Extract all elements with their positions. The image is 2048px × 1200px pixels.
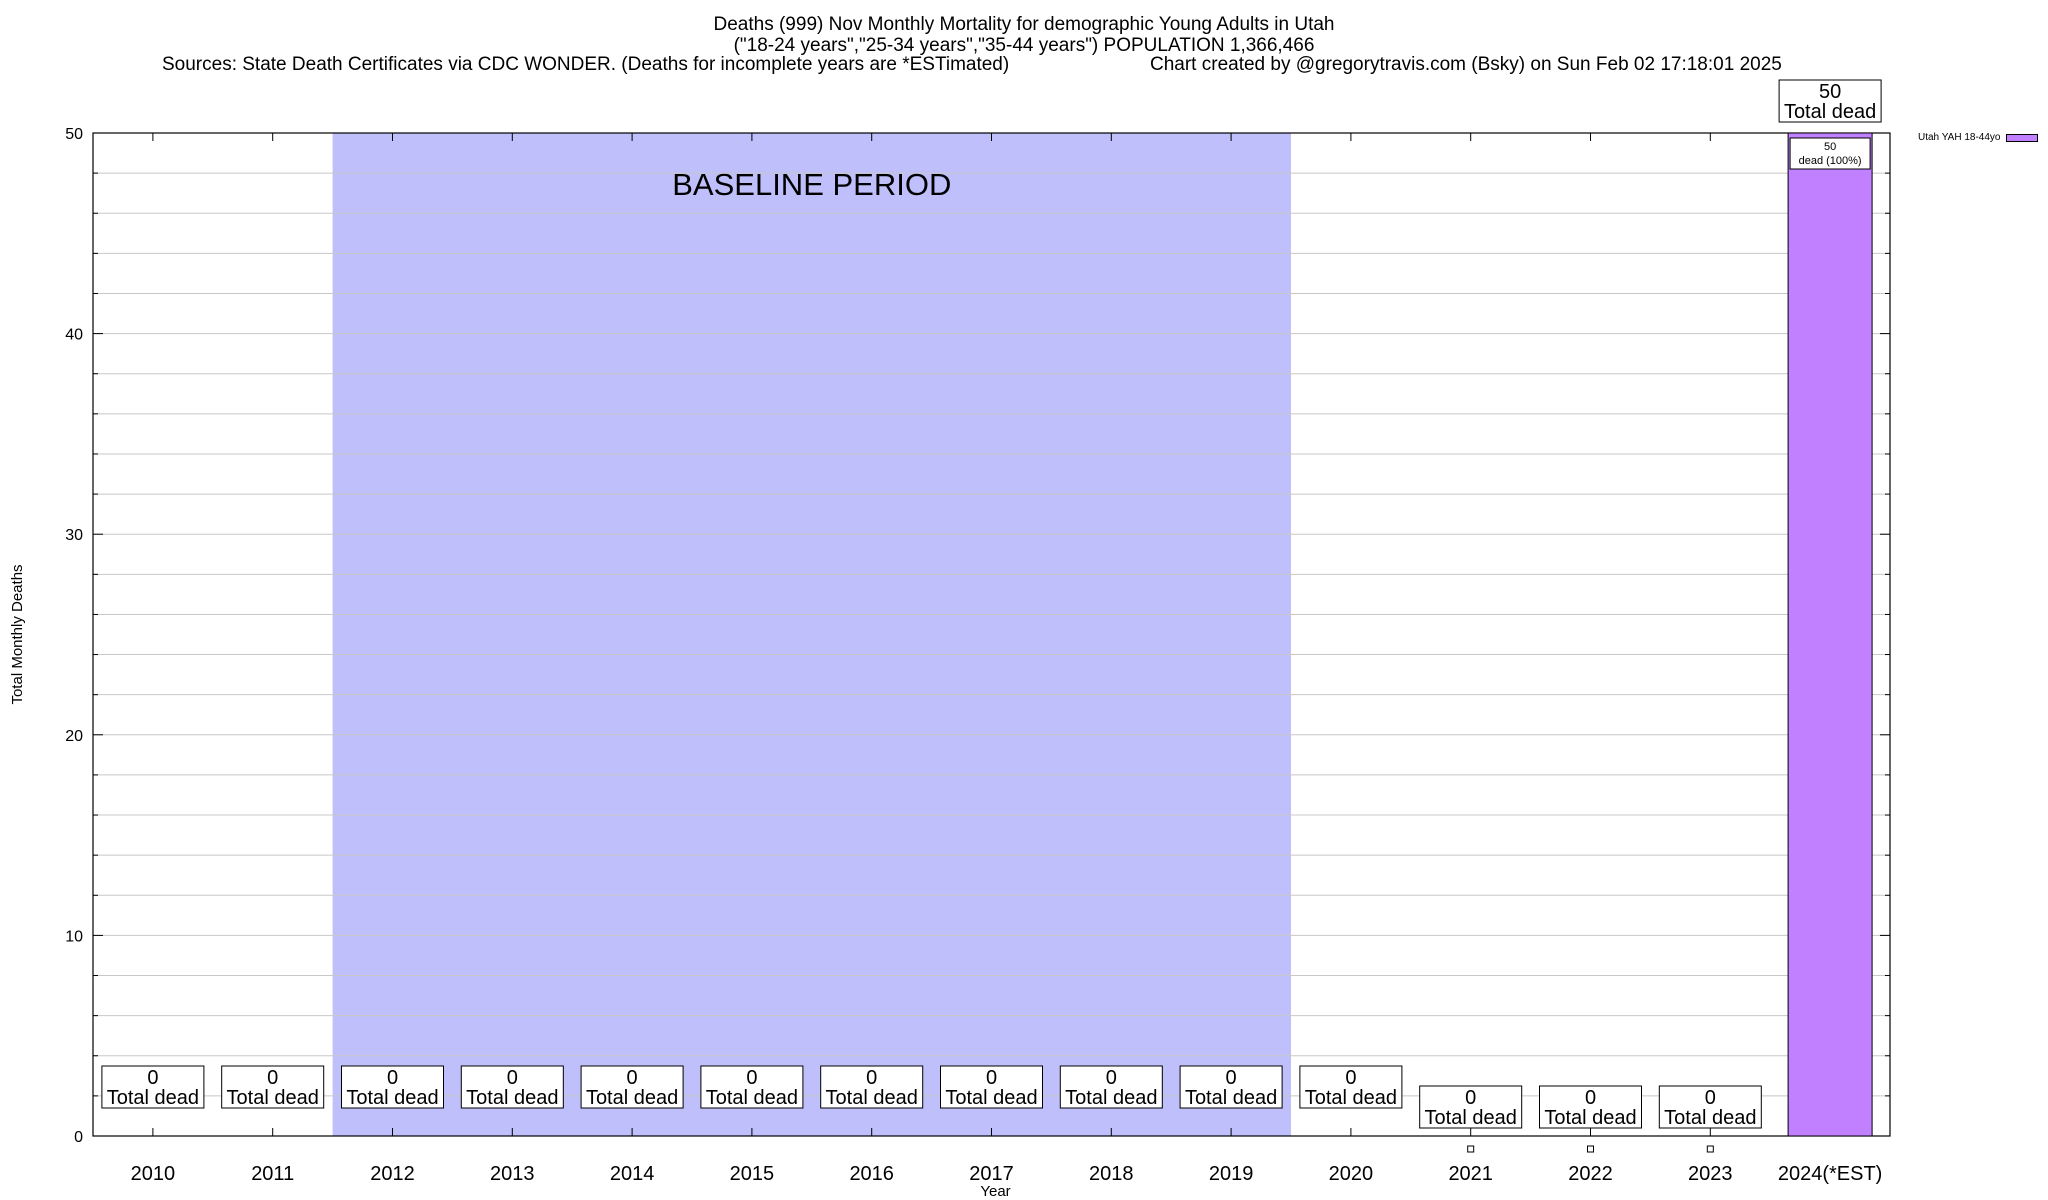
chart-subtitle: ("18-24 years","25-34 years","35-44 year… bbox=[733, 35, 1315, 56]
total-dead-value: 50 bbox=[1819, 81, 1841, 103]
chart-title: Deaths (999) Nov Monthly Mortality for d… bbox=[713, 14, 1335, 35]
bar-inner-label-caption: dead (100%) bbox=[1799, 155, 1862, 167]
total-dead-caption: Total dead bbox=[586, 1087, 678, 1109]
bar-inner-label-box bbox=[1789, 137, 1871, 170]
total-dead-value: 0 bbox=[387, 1067, 398, 1089]
y-tick-label: 0 bbox=[74, 1129, 83, 1146]
y-tick-label: 20 bbox=[65, 728, 83, 745]
bar-inner-label-value: 50 bbox=[1824, 141, 1836, 153]
y-tick-label: 50 bbox=[65, 126, 83, 143]
total-dead-value: 0 bbox=[866, 1067, 877, 1089]
total-dead-caption: Total dead bbox=[1065, 1087, 1157, 1109]
chart-title-block: Deaths (999) Nov Monthly Mortality for d… bbox=[0, 14, 2048, 56]
x-tick-label: 2021 bbox=[1448, 1163, 1493, 1185]
y-axis-label: Total Monthly Deaths bbox=[9, 564, 26, 704]
total-dead-box bbox=[940, 1065, 1043, 1109]
x-tick-label: 2024(*EST) bbox=[1778, 1163, 1883, 1185]
total-dead-caption: Total dead bbox=[1664, 1107, 1756, 1129]
x-tick-label: 2015 bbox=[730, 1163, 775, 1185]
x-tick-label: 2019 bbox=[1209, 1163, 1254, 1185]
total-dead-box bbox=[101, 1065, 205, 1109]
total-dead-value: 0 bbox=[267, 1067, 278, 1089]
total-dead-box bbox=[1059, 1065, 1163, 1109]
legend: Utah YAH 18-44yo bbox=[1918, 132, 2039, 143]
baseline-band bbox=[332, 133, 1292, 1136]
total-dead-value: 0 bbox=[1465, 1087, 1476, 1109]
total-dead-caption: Total dead bbox=[1544, 1107, 1636, 1129]
x-tick-label: 2016 bbox=[849, 1163, 894, 1185]
chart-credit: Chart created by @gregorytravis.com (Bsk… bbox=[1150, 54, 1782, 75]
total-dead-box bbox=[1179, 1065, 1283, 1109]
total-dead-value: 0 bbox=[1585, 1087, 1596, 1109]
total-dead-value: 0 bbox=[1106, 1067, 1117, 1089]
x-tick-label: 2010 bbox=[131, 1163, 176, 1185]
total-dead-caption: Total dead bbox=[826, 1087, 918, 1109]
total-dead-box bbox=[1539, 1085, 1642, 1129]
total-dead-value: 0 bbox=[147, 1067, 158, 1089]
total-dead-caption: Total dead bbox=[1425, 1107, 1517, 1129]
total-dead-value: 0 bbox=[986, 1067, 997, 1089]
total-dead-caption: Total dead bbox=[227, 1087, 319, 1109]
x-tick-label: 2022 bbox=[1568, 1163, 1613, 1185]
y-tick-label: 30 bbox=[65, 527, 83, 544]
x-tick-label: 2017 bbox=[969, 1163, 1014, 1185]
total-dead-box bbox=[1778, 79, 1882, 123]
x-tick-label: 2014 bbox=[610, 1163, 655, 1185]
zero-marker bbox=[1706, 1145, 1714, 1153]
x-tick-label: 2011 bbox=[251, 1163, 294, 1185]
x-tick-label: 2012 bbox=[370, 1163, 415, 1185]
total-dead-caption: Total dead bbox=[1784, 101, 1876, 123]
y-tick-label: 40 bbox=[65, 327, 83, 344]
total-dead-caption: Total dead bbox=[107, 1087, 199, 1109]
total-dead-box bbox=[221, 1065, 325, 1109]
total-dead-box bbox=[580, 1065, 684, 1109]
x-tick-label: 2023 bbox=[1688, 1163, 1733, 1185]
zero-marker bbox=[1467, 1145, 1475, 1153]
legend-label: Utah YAH 18-44yo bbox=[1918, 132, 2001, 143]
total-dead-caption: Total dead bbox=[346, 1087, 438, 1109]
total-dead-caption: Total dead bbox=[466, 1087, 558, 1109]
total-dead-box bbox=[1419, 1085, 1523, 1129]
total-dead-box bbox=[1299, 1065, 1403, 1109]
total-dead-box bbox=[341, 1065, 444, 1109]
total-dead-value: 0 bbox=[746, 1067, 757, 1089]
total-dead-value: 0 bbox=[1705, 1087, 1716, 1109]
x-tick-label: 2013 bbox=[490, 1163, 535, 1185]
total-dead-box bbox=[700, 1065, 804, 1109]
x-tick-label: 2020 bbox=[1329, 1163, 1374, 1185]
bar bbox=[1787, 132, 1873, 1137]
total-dead-caption: Total dead bbox=[1305, 1087, 1397, 1109]
sources-note: Sources: State Death Certificates via CD… bbox=[162, 54, 1010, 75]
y-tick-label: 10 bbox=[65, 928, 83, 945]
zero-marker bbox=[1587, 1145, 1594, 1153]
total-dead-caption: Total dead bbox=[945, 1087, 1037, 1109]
total-dead-box bbox=[460, 1065, 564, 1109]
total-dead-box bbox=[820, 1065, 924, 1109]
total-dead-value: 0 bbox=[1345, 1067, 1356, 1089]
x-axis-label: Year bbox=[980, 1183, 1010, 1200]
total-dead-caption: Total dead bbox=[706, 1087, 798, 1109]
total-dead-value: 0 bbox=[507, 1067, 518, 1089]
total-dead-box bbox=[1658, 1085, 1762, 1129]
baseline-label: BASELINE PERIOD bbox=[672, 167, 951, 202]
total-dead-value: 0 bbox=[627, 1067, 638, 1089]
total-dead-value: 0 bbox=[1226, 1067, 1237, 1089]
x-tick-label: 2018 bbox=[1089, 1163, 1134, 1185]
legend-swatch bbox=[2006, 133, 2039, 142]
total-dead-caption: Total dead bbox=[1185, 1087, 1277, 1109]
